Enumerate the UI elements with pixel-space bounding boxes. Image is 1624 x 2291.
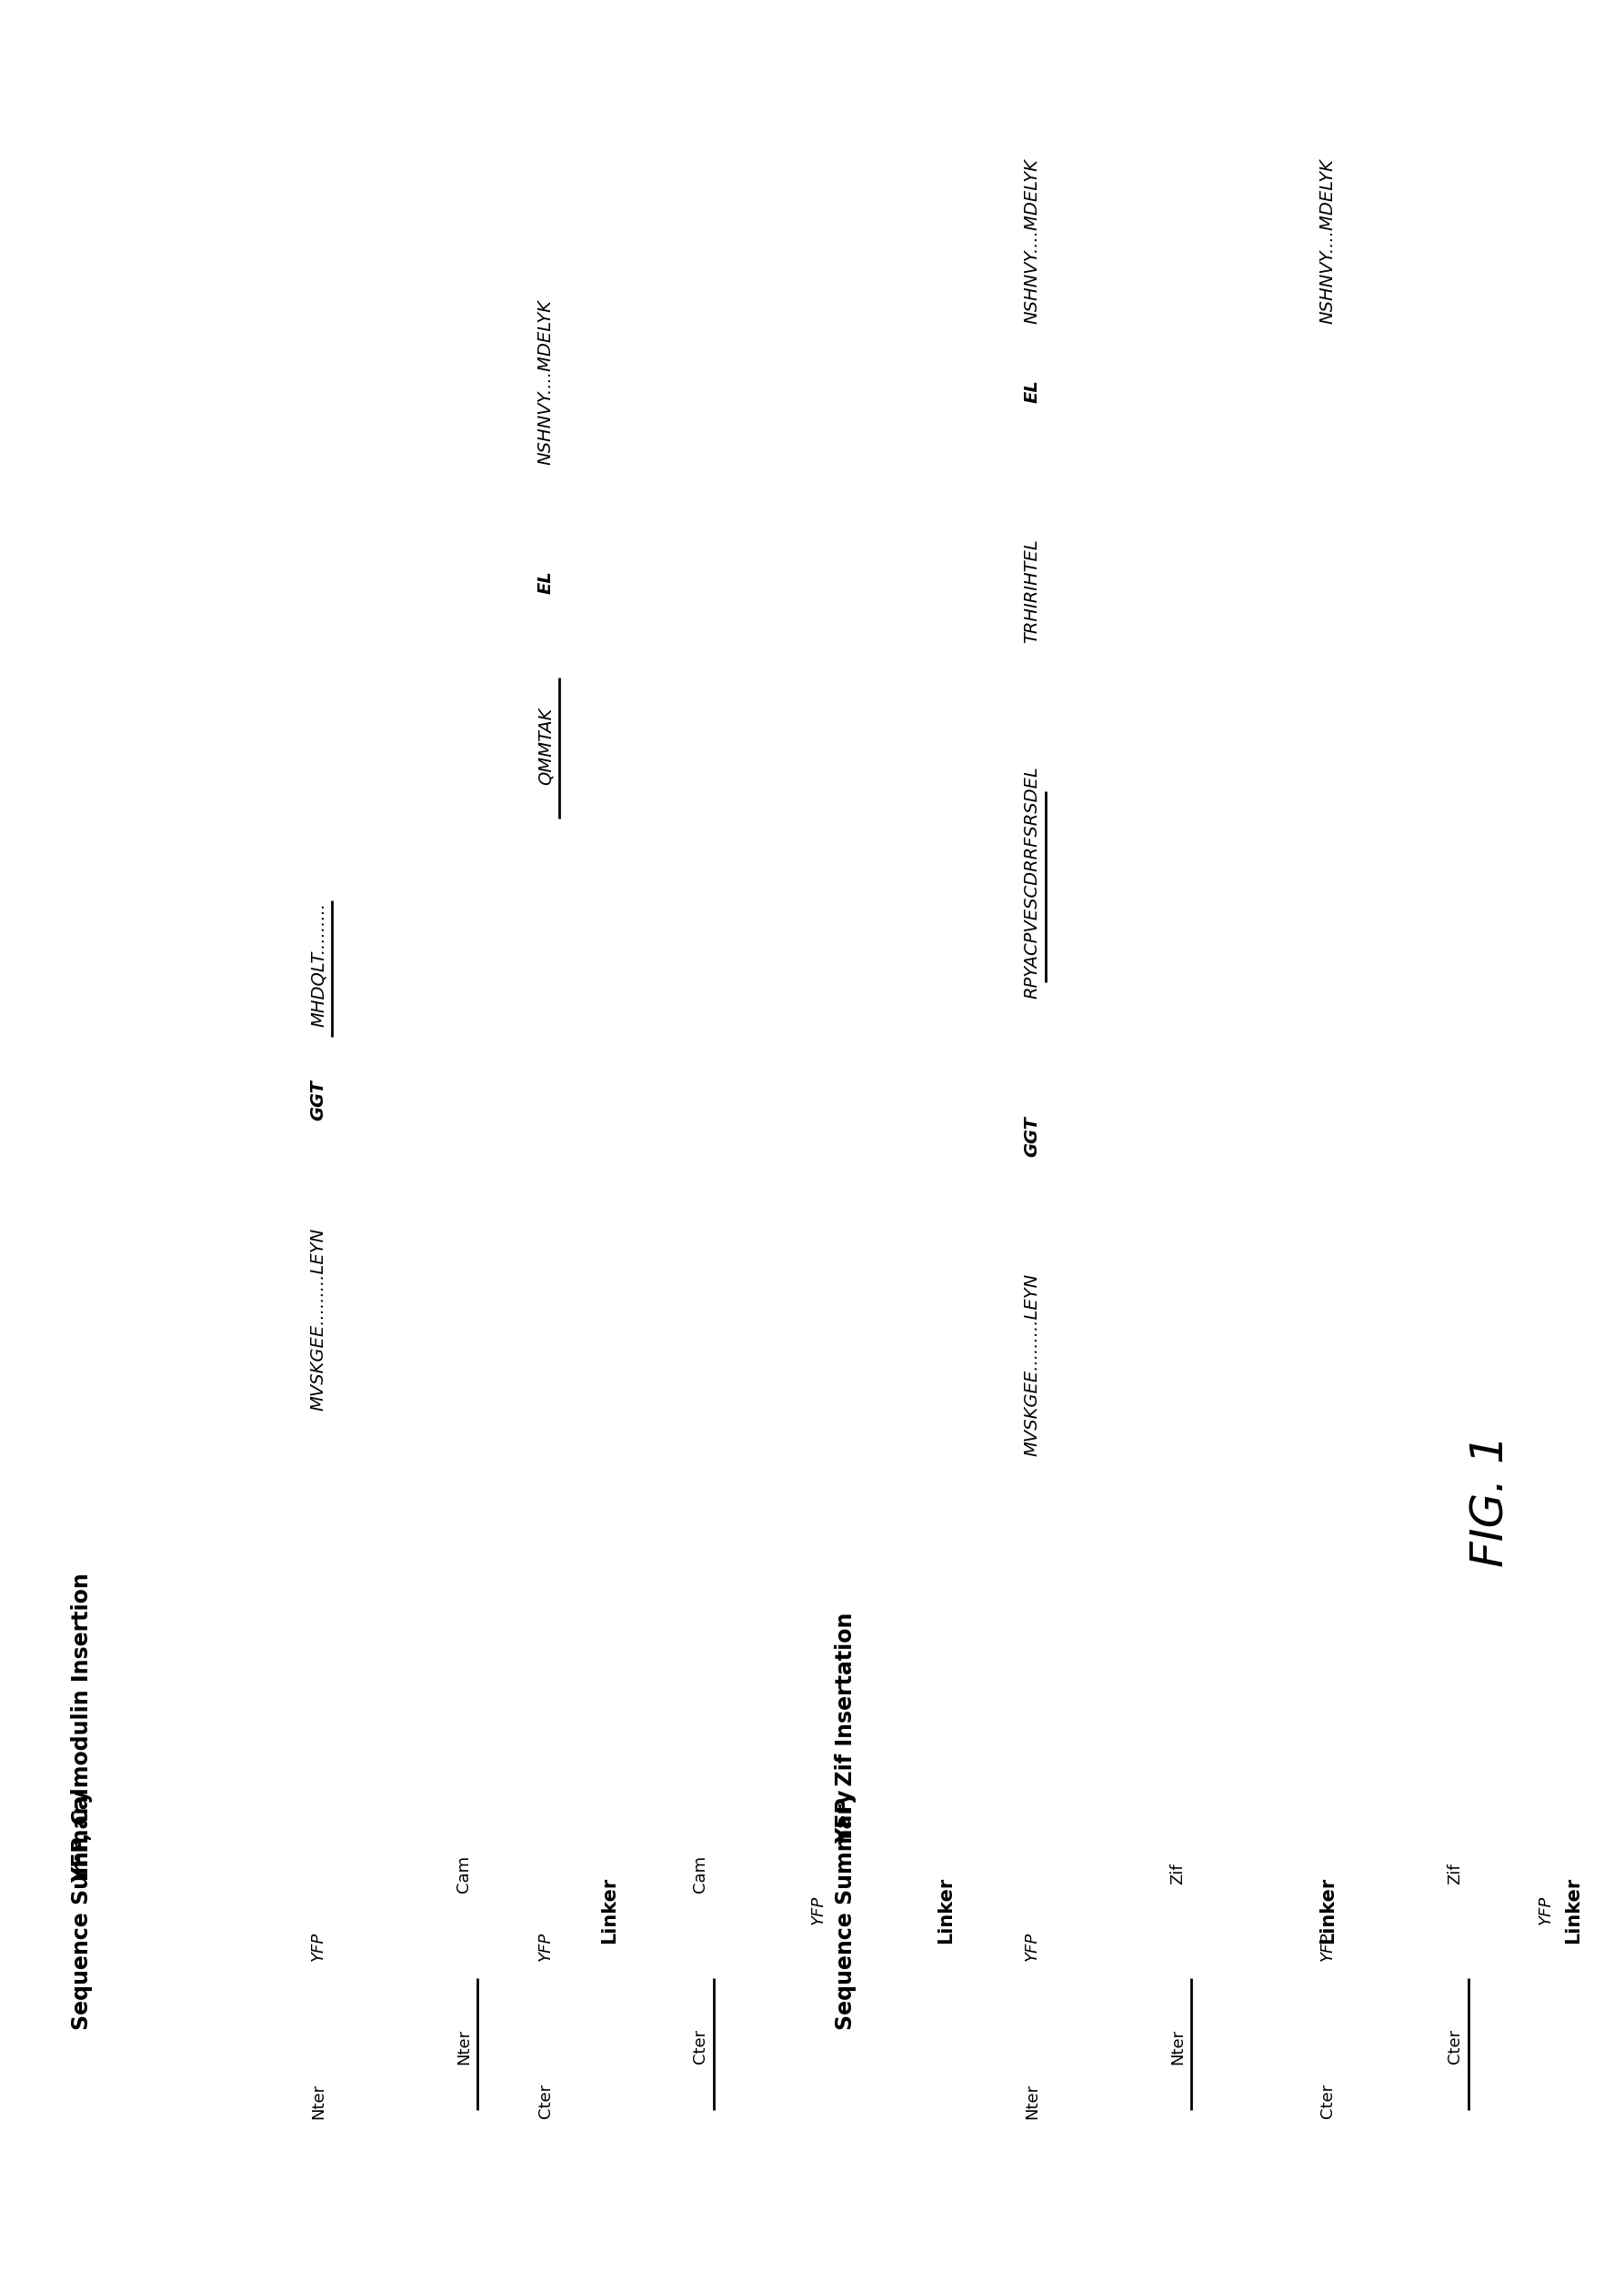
Text: GGT: GGT	[310, 1079, 326, 1120]
Text: YFP: YFP	[1023, 1931, 1041, 1961]
Text: Sequence Summary: Sequence Summary	[71, 1789, 93, 2030]
Text: Linker: Linker	[601, 1876, 619, 1943]
Text: MHDQLT.........: MHDQLT.........	[310, 903, 326, 1026]
Text: Nter: Nter	[310, 2083, 326, 2119]
Text: Cter: Cter	[692, 2030, 708, 2064]
Text: EL: EL	[538, 570, 554, 593]
Text: YFP: YFP	[810, 1895, 827, 1924]
Text: Nter: Nter	[456, 2028, 473, 2064]
Text: Nter: Nter	[1169, 2028, 1186, 2064]
Text: Zif: Zif	[1447, 1863, 1463, 1883]
Text: Linker: Linker	[937, 1876, 955, 1943]
Text: NSHNVY....MDELYK: NSHNVY....MDELYK	[538, 300, 554, 465]
Text: Cam: Cam	[456, 1856, 473, 1892]
Text: QMMTAK: QMMTAK	[538, 708, 554, 784]
Text: Linker: Linker	[1564, 1876, 1582, 1943]
Text: Nter: Nter	[1023, 2083, 1041, 2119]
Text: MVSKGEE.........LEYN: MVSKGEE.........LEYN	[1023, 1274, 1041, 1455]
Text: FIG. 1: FIG. 1	[1470, 1434, 1514, 1567]
Text: YFP: YFP	[1538, 1895, 1554, 1924]
Text: YFP, Calmodulin Insertion: YFP, Calmodulin Insertion	[71, 1574, 93, 1883]
Text: GGT: GGT	[1023, 1116, 1041, 1157]
Text: NSHNVY....MDELYK: NSHNVY....MDELYK	[1023, 158, 1041, 323]
Text: Cter: Cter	[538, 2083, 554, 2119]
Text: Cam: Cam	[692, 1856, 708, 1892]
Text: MVSKGEE.........LEYN: MVSKGEE.........LEYN	[310, 1228, 326, 1411]
Text: Sequence Summary: Sequence Summary	[835, 1789, 856, 2030]
Text: Linker: Linker	[1319, 1876, 1337, 1943]
Text: NSHNVY....MDELYK: NSHNVY....MDELYK	[1319, 158, 1337, 323]
Text: TRHIRIHTEL: TRHIRIHTEL	[1023, 538, 1041, 644]
Text: YFP: YFP	[310, 1931, 326, 1961]
Text: RPYACPVESCDRRFSRSDEL: RPYACPVESCDRRFSRSDEL	[1023, 765, 1041, 999]
Text: YFP: YFP	[1319, 1931, 1337, 1961]
Text: Cter: Cter	[1319, 2083, 1337, 2119]
Text: YFP: YFP	[538, 1931, 554, 1961]
Text: YFP, Zif Insertation: YFP, Zif Insertation	[835, 1613, 856, 1844]
Text: Zif: Zif	[1169, 1863, 1186, 1883]
Text: Cter: Cter	[1447, 2030, 1463, 2064]
Text: EL: EL	[1023, 380, 1041, 403]
